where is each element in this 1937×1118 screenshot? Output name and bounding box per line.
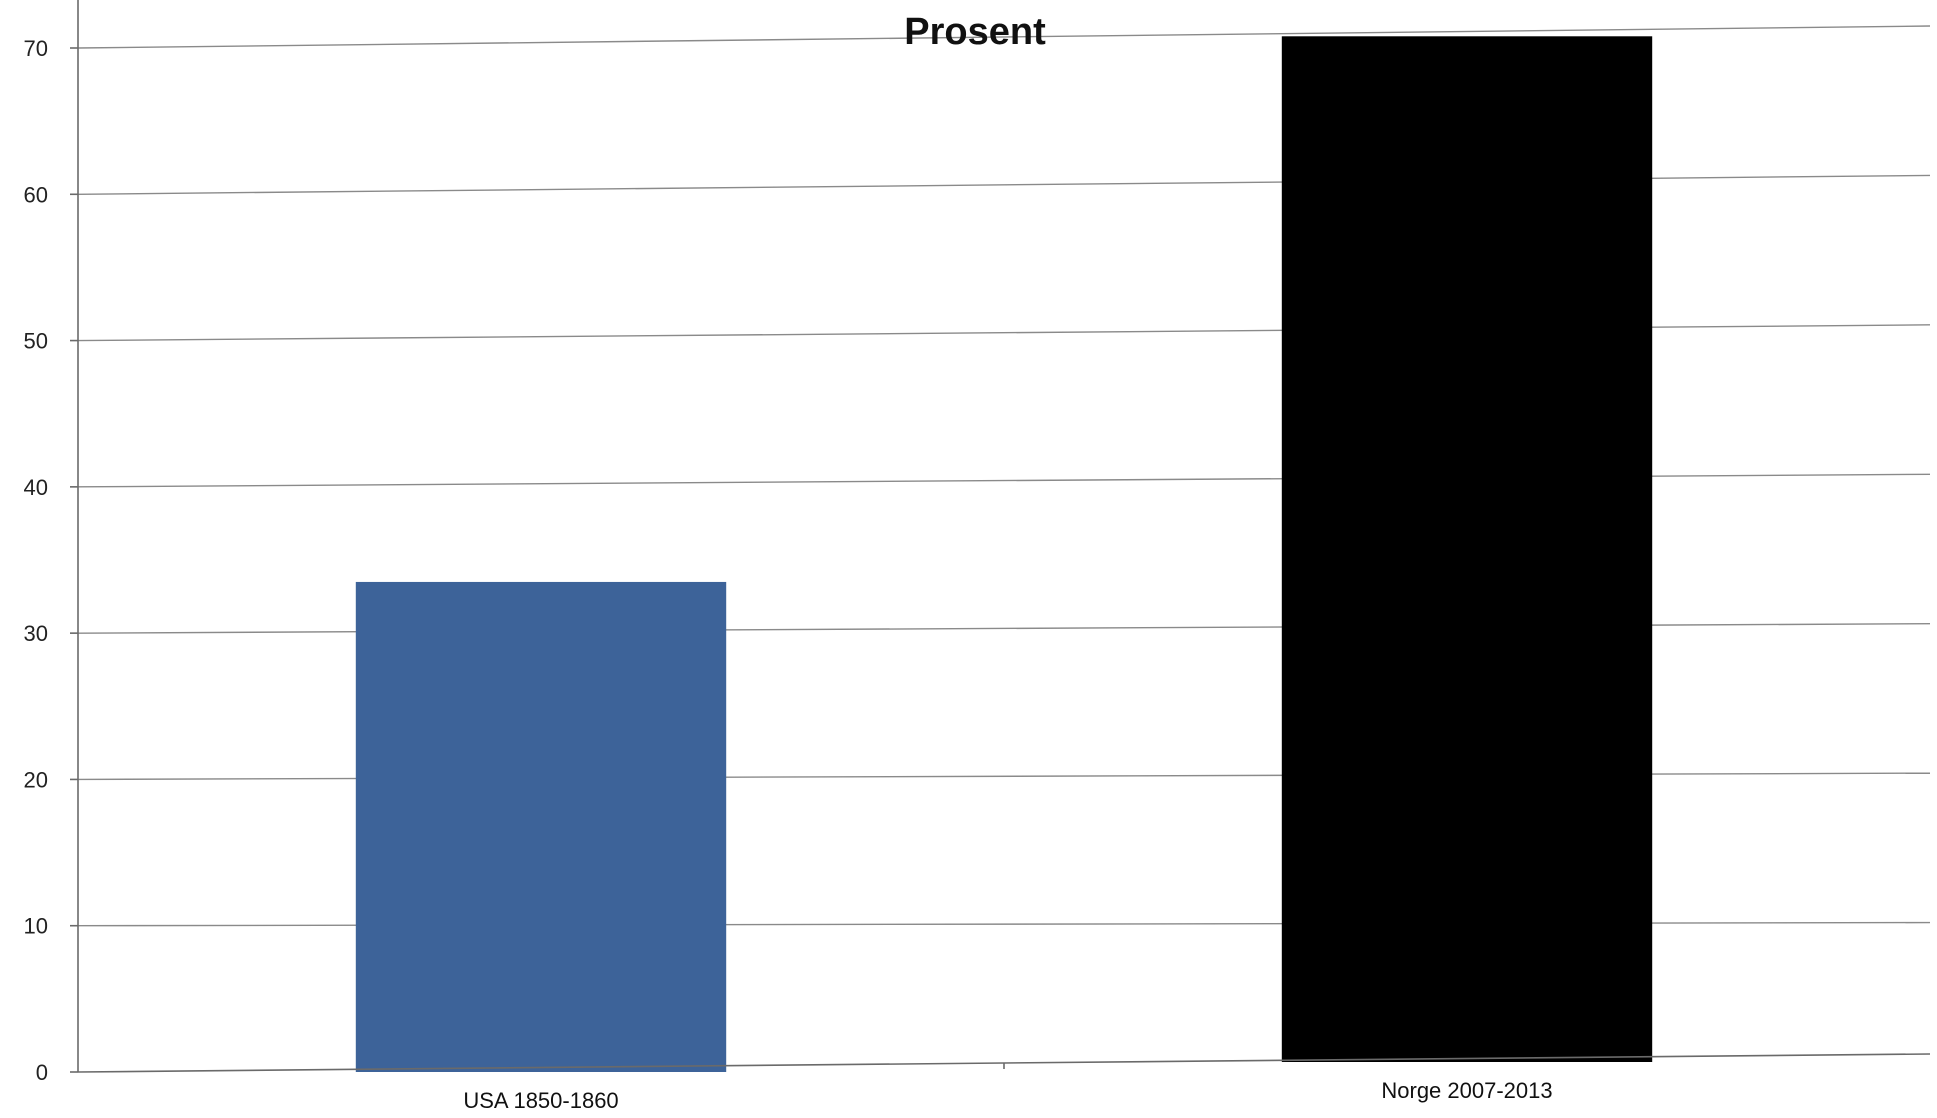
tick-labels: 0 10 20 30 40 50 60 70 USA 1850-1860 Norge 2007-2…	[24, 36, 1553, 1113]
y-tick-label-30: 30	[24, 621, 48, 646]
gridline-70	[77, 25, 1931, 49]
bar-1	[355, 581, 727, 1072]
y-tick-label-40: 40	[24, 475, 48, 500]
y-tick-label-20: 20	[24, 767, 48, 792]
y-tick-label-0: 0	[36, 1060, 48, 1085]
axes	[70, 0, 1931, 1073]
chart-title: Prosent	[904, 11, 1046, 53]
y-tick-label-10: 10	[24, 914, 48, 939]
x-category-label-1: USA 1850-1860	[463, 1088, 618, 1113]
y-tick-label-70: 70	[24, 36, 48, 61]
bar-2	[1281, 36, 1653, 1063]
x-category-label-2: Norge 2007-2013	[1381, 1078, 1552, 1103]
y-tick-label-60: 60	[24, 182, 48, 207]
y-tick-label-50: 50	[24, 329, 48, 354]
bars	[355, 36, 1653, 1072]
